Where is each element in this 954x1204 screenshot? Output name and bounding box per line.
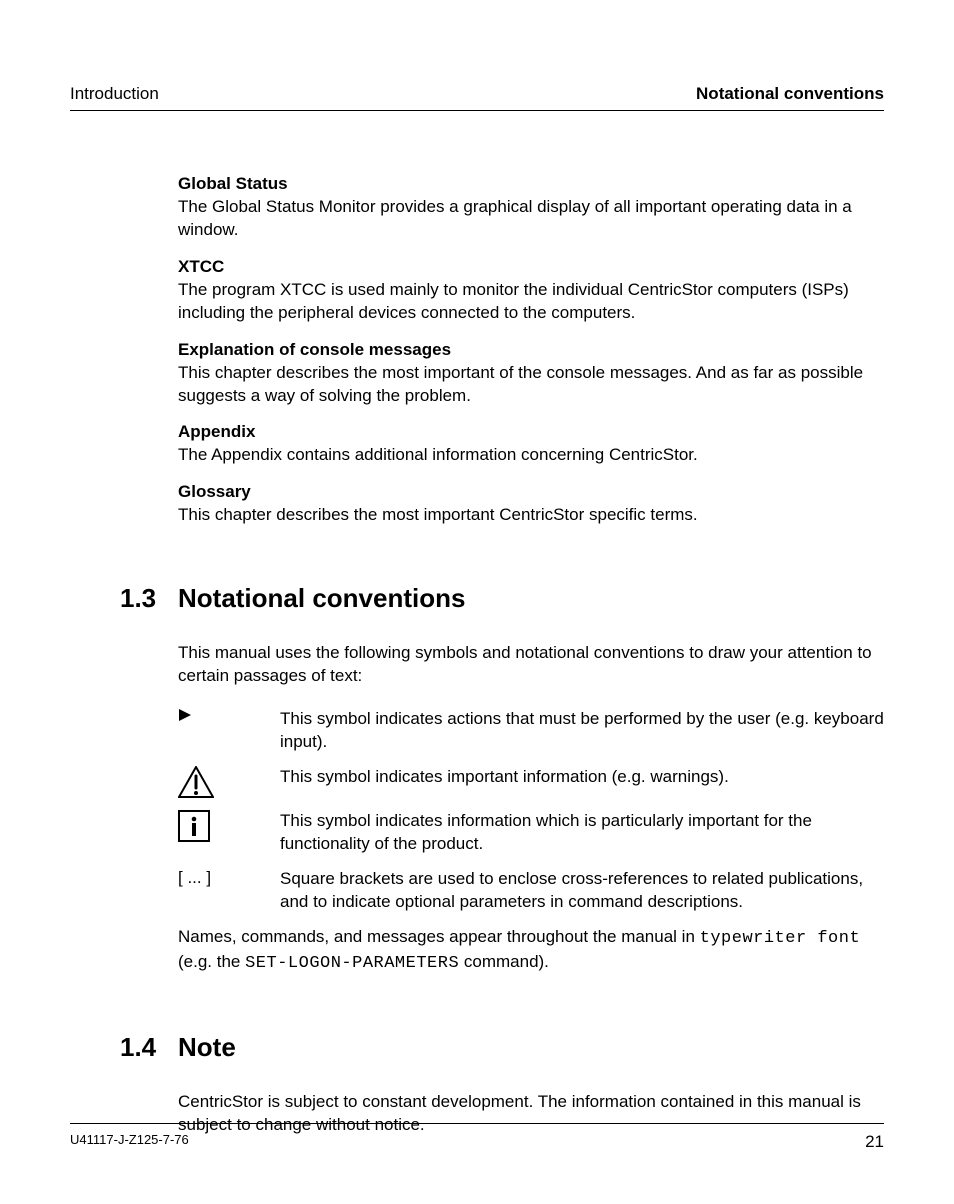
block-body: The program XTCC is used mainly to monit… <box>178 279 884 325</box>
block-title: Glossary <box>178 481 884 504</box>
block-body: This chapter describes the most importan… <box>178 362 884 408</box>
warning-triangle-icon <box>178 766 280 798</box>
block-title: XTCC <box>178 256 884 279</box>
tw-post: command). <box>459 952 549 971</box>
tw-font-label: typewriter font <box>700 929 861 948</box>
block-console-messages: Explanation of console messages This cha… <box>178 339 884 408</box>
section-title: Notational conventions <box>178 583 465 614</box>
brackets-label: [ ... ] <box>178 868 211 888</box>
tw-mid: (e.g. the <box>178 952 245 971</box>
tw-pre: Names, commands, and messages appear thr… <box>178 927 700 946</box>
block-body: This chapter describes the most importan… <box>178 504 884 527</box>
footer-docid: U41117-J-Z125-7-76 <box>70 1132 189 1152</box>
tw-example: SET-LOGON-PARAMETERS <box>245 954 459 973</box>
section-heading-1-4: 1.4 Note <box>120 1032 884 1063</box>
typewriter-paragraph: Names, commands, and messages appear thr… <box>178 926 884 976</box>
symbol-row-warning: This symbol indicates important informat… <box>178 766 884 798</box>
page: Introduction Notational conventions Glob… <box>0 0 954 1204</box>
symbol-text: This symbol indicates information which … <box>280 810 884 856</box>
section-heading-1-3: 1.3 Notational conventions <box>120 583 884 614</box>
symbol-text: This symbol indicates important informat… <box>280 766 884 789</box>
symbol-row-brackets: [ ... ] Square brackets are used to encl… <box>178 868 884 914</box>
symbol-row-info: This symbol indicates information which … <box>178 810 884 856</box>
section-number: 1.3 <box>120 583 160 614</box>
block-appendix: Appendix The Appendix contains additiona… <box>178 421 884 467</box>
page-footer: U41117-J-Z125-7-76 21 <box>70 1123 884 1152</box>
play-triangle-icon <box>178 708 280 722</box>
footer-page-number: 21 <box>865 1132 884 1152</box>
section-number: 1.4 <box>120 1032 160 1063</box>
block-title: Explanation of console messages <box>178 339 884 362</box>
block-body: The Appendix contains additional informa… <box>178 444 884 467</box>
running-header: Introduction Notational conventions <box>70 84 884 111</box>
block-body: The Global Status Monitor provides a gra… <box>178 196 884 242</box>
block-title: Global Status <box>178 173 884 196</box>
block-global-status: Global Status The Global Status Monitor … <box>178 173 884 242</box>
block-title: Appendix <box>178 421 884 444</box>
section-title: Note <box>178 1032 236 1063</box>
page-content: Global Status The Global Status Monitor … <box>70 111 884 1136</box>
symbol-text: This symbol indicates actions that must … <box>280 708 884 754</box>
block-xtcc: XTCC The program XTCC is used mainly to … <box>178 256 884 325</box>
symbol-text: Square brackets are used to enclose cros… <box>280 868 884 914</box>
block-glossary: Glossary This chapter describes the most… <box>178 481 884 527</box>
header-right: Notational conventions <box>696 84 884 104</box>
info-box-icon <box>178 810 280 842</box>
brackets-symbol: [ ... ] <box>178 868 280 888</box>
section-1-3-intro: This manual uses the following symbols a… <box>178 642 884 688</box>
header-left: Introduction <box>70 84 159 104</box>
symbol-row-user-action: This symbol indicates actions that must … <box>178 708 884 754</box>
